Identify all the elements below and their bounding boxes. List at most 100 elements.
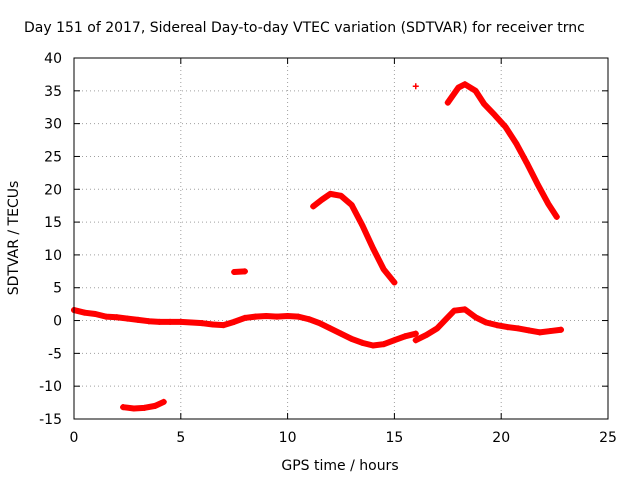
data-point — [220, 322, 227, 329]
data-point — [338, 330, 344, 337]
data-point — [152, 402, 159, 409]
data-point — [472, 314, 479, 321]
data-point — [231, 268, 238, 275]
data-point — [444, 99, 451, 106]
series-sat-c — [231, 268, 248, 275]
data-point — [423, 331, 430, 338]
data-point — [241, 268, 248, 275]
series-sat-e — [412, 83, 419, 90]
data-point — [199, 320, 206, 327]
data-point — [461, 81, 468, 88]
data-point — [263, 312, 270, 319]
y-tick-label: 5 — [53, 281, 62, 297]
data-point — [167, 318, 174, 325]
x-tick-label: 0 — [70, 430, 79, 446]
y-tick-label: -5 — [48, 346, 62, 362]
data-point — [92, 310, 99, 317]
data-point — [455, 84, 462, 91]
x-tick-label: 15 — [385, 430, 403, 446]
data-point — [504, 324, 511, 331]
data-point — [295, 313, 302, 320]
y-tick-label: -10 — [39, 379, 62, 395]
data-point — [380, 341, 387, 348]
data-point — [338, 192, 344, 199]
data-point — [513, 140, 520, 147]
series-trace — [444, 81, 560, 220]
y-tick-label: 35 — [44, 84, 62, 100]
data-point — [305, 316, 312, 323]
data-point — [370, 245, 377, 252]
data-point — [391, 337, 398, 344]
data-point — [545, 200, 552, 207]
grid — [74, 58, 608, 419]
data-point — [327, 190, 334, 197]
data-point — [370, 342, 377, 349]
series-sat-d — [310, 190, 398, 286]
series-sat-b — [120, 398, 167, 412]
data-point — [120, 404, 127, 411]
chart-title: Day 151 of 2017, Sidereal Day-to-day VTE… — [24, 20, 585, 36]
data-point — [310, 203, 317, 210]
y-tick-label: 15 — [44, 215, 62, 231]
data-point — [515, 325, 522, 332]
data-point — [558, 326, 565, 333]
data-point — [547, 328, 554, 335]
data-point — [391, 279, 398, 286]
series-trace — [412, 306, 565, 344]
data-point — [402, 333, 409, 340]
series-sat-g — [412, 306, 565, 344]
data-point — [359, 339, 366, 346]
data-point — [493, 322, 500, 329]
y-tick-label: 20 — [44, 182, 62, 198]
data-point — [553, 213, 560, 220]
data-point — [348, 335, 355, 342]
data-point — [502, 123, 509, 130]
data-point — [327, 325, 334, 332]
data-point — [525, 327, 532, 334]
series-sat-a — [71, 307, 419, 349]
data-point — [156, 318, 163, 325]
data-point — [536, 329, 543, 336]
data-point — [177, 318, 184, 325]
data-point — [380, 266, 387, 273]
data-point — [145, 318, 152, 325]
y-tick-label: -15 — [39, 412, 62, 428]
data-point — [284, 312, 291, 319]
data-point — [252, 313, 259, 320]
data-point — [491, 112, 498, 119]
y-axis-label: SDTVAR / TECUs — [6, 181, 22, 296]
series-sat-f — [444, 81, 560, 220]
x-tick-label: 10 — [279, 430, 297, 446]
data-point — [523, 160, 530, 167]
x-tick-label: 5 — [176, 430, 185, 446]
x-tick-label: 20 — [492, 430, 510, 446]
data-point — [412, 337, 419, 344]
data-point — [359, 222, 366, 229]
data-point — [444, 314, 451, 321]
data-point — [461, 306, 468, 313]
data-point — [472, 87, 479, 94]
data-point — [412, 330, 419, 337]
data-point — [141, 404, 148, 411]
data-point — [81, 309, 88, 316]
data-point — [412, 83, 419, 90]
y-tick-label: 30 — [44, 117, 62, 133]
data-point — [273, 313, 280, 320]
y-tick-label: 10 — [44, 248, 62, 264]
y-tick-label: 40 — [44, 51, 62, 67]
data-point — [130, 405, 137, 412]
data-point — [481, 100, 488, 107]
data-point — [135, 316, 142, 323]
x-tick-label: 25 — [599, 430, 617, 446]
data-point — [451, 307, 458, 314]
data-point — [348, 202, 355, 209]
data-point — [434, 325, 441, 332]
data-point — [124, 315, 131, 322]
y-tick-label: 0 — [53, 314, 62, 330]
data-point — [113, 314, 120, 321]
data-point — [188, 319, 195, 326]
ticks: 0 5 10 15 20 25 -15 -10 -5 0 5 10 15 20 25 30 35 40 — [39, 51, 617, 446]
plot-area — [71, 81, 565, 412]
data-point — [316, 320, 323, 327]
